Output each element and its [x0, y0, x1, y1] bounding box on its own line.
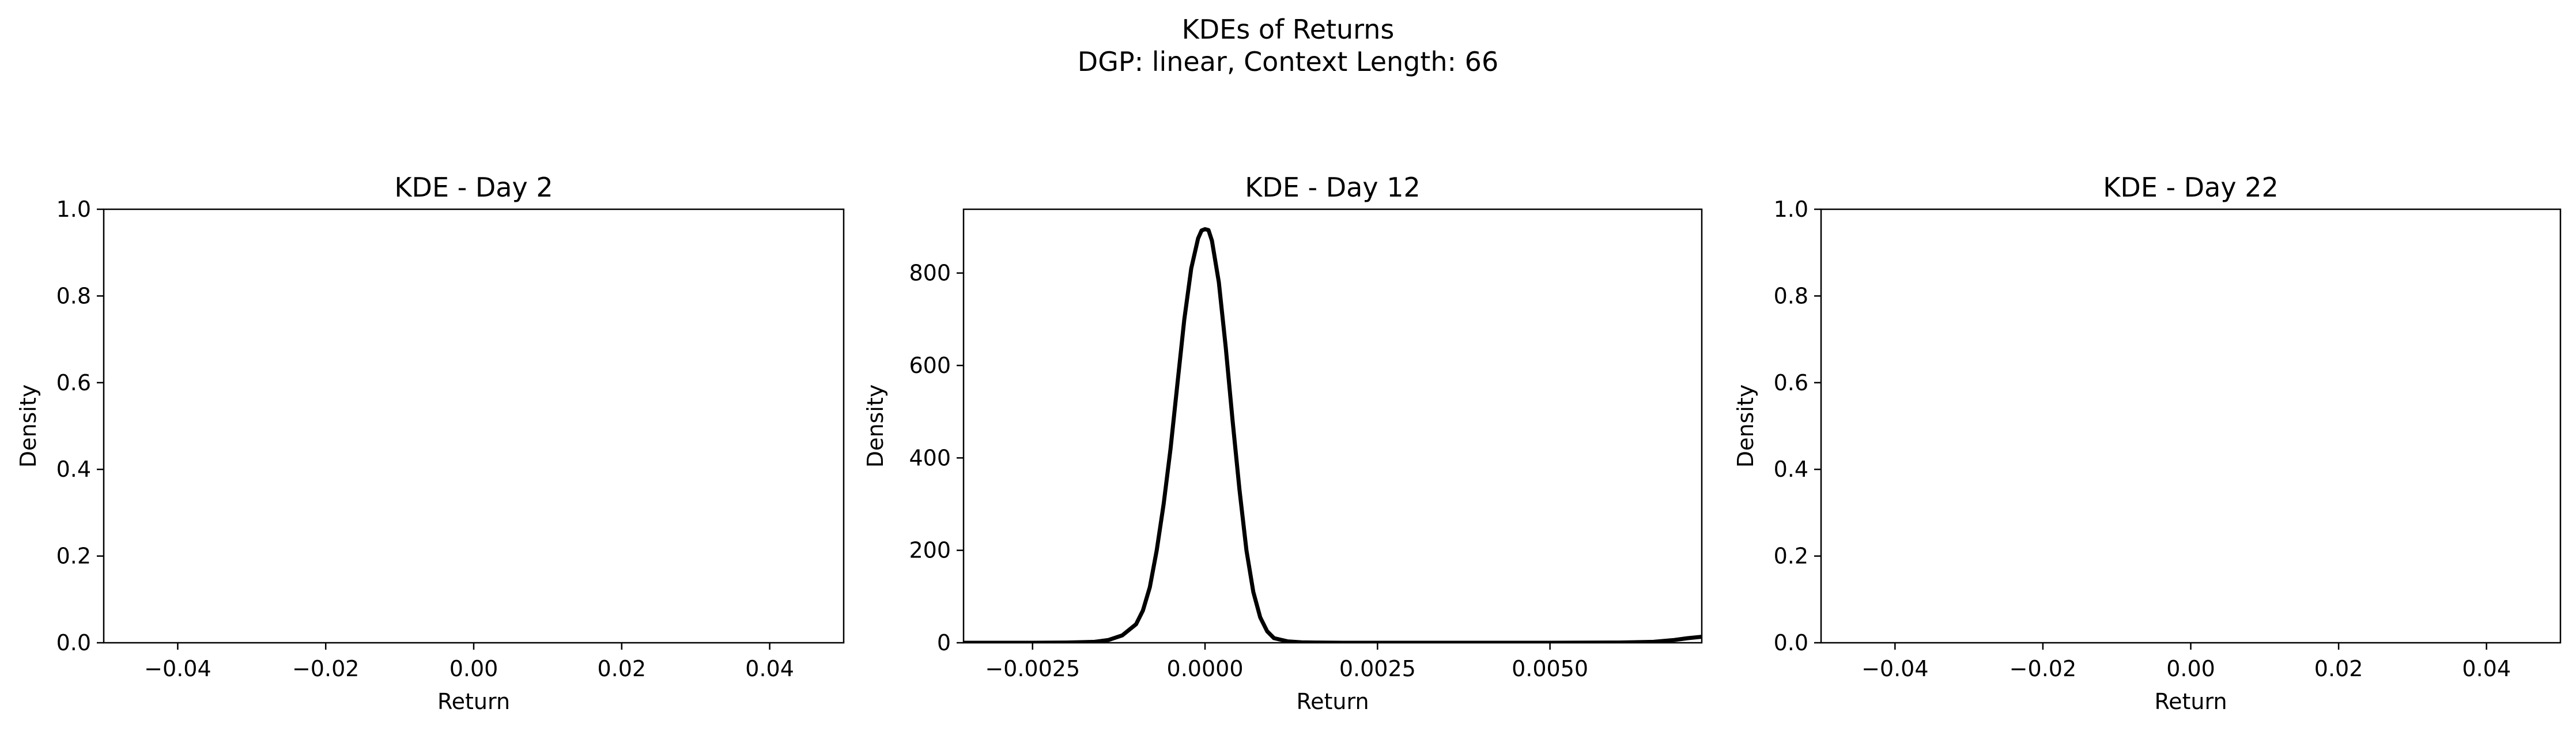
panel2-x-tick-label: −0.0025	[985, 656, 1080, 681]
panel2-axes-frame	[962, 208, 1703, 644]
panel3-x-tick-label: 0.00	[2166, 656, 2215, 681]
panel1-x-tick-label: 0.02	[597, 656, 646, 681]
panel3-x-tick-label: −0.04	[1861, 656, 1928, 681]
panel3-y-axis-label: Density	[1733, 385, 1758, 468]
panel2-x-tick-label: 0.0025	[1339, 656, 1416, 681]
panel3-axes-frame	[1820, 208, 2562, 644]
panel3-y-tick-label: 0.0	[1774, 630, 1808, 655]
panel1-y-tick-label: 0.6	[56, 370, 91, 395]
panel1-x-tick-label: 0.00	[450, 656, 498, 681]
panel2-kde-line-1	[964, 227, 1702, 643]
figure-suptitle-line1: KDEs of Returns	[1181, 14, 1395, 45]
panel2-y-tick-label: 400	[909, 445, 951, 470]
panel3-x-tick-label: 0.04	[2462, 656, 2511, 681]
panel1-y-tick-label: 1.0	[56, 197, 91, 222]
panel3-y-tick-label: 0.2	[1774, 544, 1808, 569]
panel1-x-axis-label: Return	[437, 689, 510, 714]
panel1-y-tick-label: 0.2	[56, 544, 91, 569]
panel3-y-tick-label: 0.6	[1774, 370, 1808, 395]
panel1-y-tick-label: 0.0	[56, 630, 91, 655]
panel2-title: KDE - Day 12	[1245, 172, 1420, 203]
figure-suptitle-line2: DGP: linear, Context Length: 66	[1077, 46, 1499, 77]
panel2-y-axis-label: Density	[863, 385, 888, 468]
panel2-x-tick-label: 0.0050	[1512, 656, 1588, 681]
panel3-x-tick-label: −0.02	[2010, 656, 2076, 681]
panel3-y-tick-label: 0.4	[1774, 457, 1808, 482]
panel2-x-axis-label: Return	[1296, 689, 1369, 714]
panel2-y-tick-label: 200	[909, 538, 951, 563]
panel2-x-tick-label: 0.0000	[1167, 656, 1244, 681]
panel1-y-axis-label: Density	[16, 385, 41, 468]
panel1-title: KDE - Day 2	[394, 172, 553, 203]
panel3-title: KDE - Day 22	[2103, 172, 2278, 203]
panel2-y-tick-label: 600	[909, 353, 951, 378]
panel1-x-tick-label: −0.04	[144, 656, 211, 681]
panel3-y-tick-label: 0.8	[1774, 283, 1808, 308]
panel1-y-tick-label: 0.8	[56, 283, 91, 308]
panel3-x-tick-label: 0.02	[2314, 656, 2363, 681]
panel2-y-tick-label: 0	[937, 630, 951, 655]
panel2-y-tick-label: 800	[909, 261, 951, 286]
panel1-x-tick-label: −0.02	[292, 656, 359, 681]
panel1-axes-frame	[103, 208, 845, 644]
panel3-y-tick-label: 1.0	[1774, 197, 1808, 222]
panel1-x-tick-label: 0.04	[745, 656, 794, 681]
panel3-x-axis-label: Return	[2154, 689, 2227, 714]
panel1-y-tick-label: 0.4	[56, 457, 91, 482]
